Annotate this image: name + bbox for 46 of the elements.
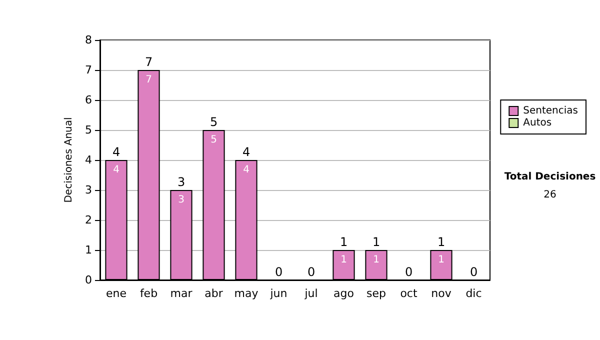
total-label: 0 <box>404 265 413 279</box>
data-label: 5 <box>210 134 217 146</box>
data-label: 3 <box>178 194 184 206</box>
x-tick-label: sep <box>366 287 386 300</box>
legend-label: Sentencias <box>523 106 578 116</box>
y-tick-label: 6 <box>85 94 92 106</box>
total-label: 3 <box>177 175 186 189</box>
x-tick-label: may <box>234 287 259 300</box>
y-tick-label: 0 <box>85 274 92 286</box>
y-tick-label: 1 <box>85 244 92 256</box>
text: 26 <box>544 190 556 200</box>
x-tick-label: mar <box>170 287 193 300</box>
y-axis-title: Decisiones Anual <box>64 117 75 203</box>
data-label: 4 <box>243 164 250 176</box>
x-tick-label: nov <box>431 287 452 300</box>
total-label: 5 <box>210 115 218 129</box>
y-tick-label: 5 <box>85 124 92 136</box>
data-label: 1 <box>373 254 380 266</box>
data-label: 4 <box>113 164 120 176</box>
x-tick-label: ene <box>106 287 127 300</box>
total-label: 0 <box>307 265 316 279</box>
y-tick-label: 7 <box>85 64 92 76</box>
y-tick-label: 8 <box>85 34 92 46</box>
total-label: 1 <box>372 235 380 249</box>
total-label: 4 <box>112 145 120 159</box>
data-label: 1 <box>340 254 347 266</box>
total-label: 0 <box>274 265 283 279</box>
legend-label: Autos <box>523 118 552 128</box>
total-label: 0 <box>470 265 478 279</box>
total-label: 1 <box>437 235 446 249</box>
y-tick-label: 3 <box>85 184 92 196</box>
data-label: 1 <box>438 254 444 266</box>
total-label: 4 <box>242 145 250 159</box>
x-tick-label: dic <box>466 287 482 300</box>
data-label: 7 <box>146 74 152 86</box>
y-tick-label: 4 <box>85 154 92 166</box>
x-tick-label: ago <box>334 287 354 300</box>
x-tick-label: jul <box>304 287 318 300</box>
x-tick-label: feb <box>140 287 158 300</box>
total-label: 7 <box>144 55 153 69</box>
x-tick-label: jun <box>269 287 288 300</box>
total-label: 1 <box>340 235 348 249</box>
x-tick-label: abr <box>204 287 224 300</box>
x-tick-label: oct <box>400 287 418 300</box>
y-tick-label: 2 <box>85 214 92 226</box>
text: Total Decisiones <box>504 172 596 182</box>
